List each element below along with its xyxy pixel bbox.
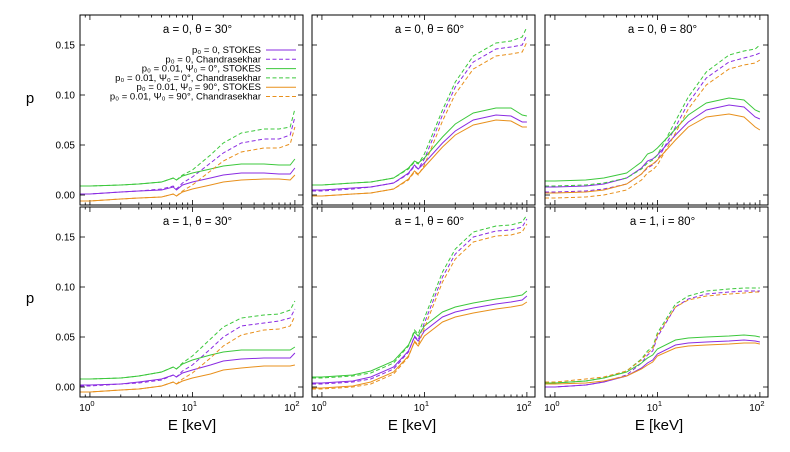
series-line-green-chandrasekhar bbox=[80, 300, 296, 380]
y-tick-label: 0.15 bbox=[56, 233, 76, 244]
y-tick-label: 0.10 bbox=[56, 283, 76, 294]
x-tick-label: 100 bbox=[79, 399, 94, 414]
panel-6: 100 101 102 a = 1, i = 80° bbox=[544, 206, 769, 414]
series-line-purple-chandrasekhar bbox=[312, 218, 528, 385]
panel-title: a = 1, θ = 60° bbox=[395, 216, 464, 228]
panel-4: 0.00 0.05 0.10 0.15 100 101 102 a = 1, θ = 30° bbox=[56, 206, 304, 414]
x-axis-label-3: E [keV] bbox=[635, 417, 683, 434]
series-line-orange-stokes bbox=[545, 342, 761, 385]
series-line-orange-chandrasekhar bbox=[545, 291, 760, 383]
plot-frame bbox=[79, 206, 304, 398]
x-tick-label: 101 bbox=[647, 399, 662, 414]
series-group bbox=[80, 108, 296, 202]
panels: 0.00 0.05 0.10 0.15 a = 0, θ = 30° p₀ = 0, ST… bbox=[56, 14, 769, 414]
series-line-orange-chandrasekhar bbox=[80, 315, 296, 393]
panel-5: 100 101 102 a = 1, θ = 60° bbox=[311, 206, 536, 414]
series-line-orange-stokes bbox=[80, 364, 296, 393]
series-line-purple-chandrasekhar bbox=[545, 290, 760, 388]
series-line-purple-stokes bbox=[80, 352, 296, 386]
legend-label: p₀ = 0.01, Ψ₀ = 90°, STOKES bbox=[136, 82, 261, 93]
series-line-green-chandrasekhar bbox=[312, 26, 528, 186]
x-tick-label: 102 bbox=[749, 399, 764, 414]
plot-frame bbox=[544, 206, 769, 398]
series-line-green-stokes bbox=[80, 158, 296, 187]
plot-frame bbox=[79, 14, 304, 206]
panel-1: 0.00 0.05 0.10 0.15 a = 0, θ = 30° p₀ = 0, ST… bbox=[56, 14, 304, 206]
x-tick-label: 102 bbox=[516, 399, 531, 414]
x-tick-label: 100 bbox=[311, 399, 326, 414]
series-line-purple-chandrasekhar bbox=[80, 308, 296, 387]
series-group bbox=[312, 214, 528, 390]
panel-title: a = 0, θ = 60° bbox=[395, 24, 464, 36]
panel-3: a = 0, θ = 80° bbox=[544, 14, 769, 206]
panel-2: a = 0, θ = 60° bbox=[311, 14, 536, 206]
series-line-orange-chandrasekhar bbox=[80, 126, 296, 202]
panel-title: a = 1, θ = 30° bbox=[163, 216, 232, 228]
series-line-green-chandrasekhar bbox=[80, 108, 296, 187]
series-group bbox=[80, 300, 296, 393]
y-axis-label-top: p bbox=[26, 90, 34, 107]
series-line-purple-stokes bbox=[545, 104, 761, 188]
legend-label: p₀ = 0.01, Ψ₀ = 90°, Chandrasekhar bbox=[110, 92, 261, 103]
legend-label: p₀ = 0, Chandrasekhar bbox=[165, 54, 261, 65]
plot-frame bbox=[311, 14, 536, 206]
series-line-orange-chandrasekhar bbox=[312, 41, 528, 197]
x-axis-label-1: E [keV] bbox=[168, 417, 216, 434]
series-line-green-chandrasekhar bbox=[545, 287, 760, 384]
series-line-purple-chandrasekhar bbox=[80, 116, 296, 195]
series-line-purple-stokes bbox=[545, 339, 761, 388]
series-line-purple-stokes bbox=[312, 114, 527, 191]
y-tick-label: 0.00 bbox=[56, 383, 76, 394]
panel-title: a = 0, θ = 80° bbox=[628, 24, 697, 36]
x-tick-label: 101 bbox=[414, 399, 429, 414]
series-line-green-stokes bbox=[80, 346, 296, 380]
series-line-orange-chandrasekhar bbox=[545, 59, 761, 199]
series-line-green-stokes bbox=[545, 334, 761, 384]
panel-title: a = 1, i = 80° bbox=[630, 216, 695, 228]
series-line-purple-chandrasekhar bbox=[312, 34, 528, 192]
x-tick-label: 101 bbox=[182, 399, 197, 414]
series-group bbox=[545, 44, 761, 199]
series-line-orange-stokes bbox=[545, 113, 761, 194]
series-line-orange-stokes bbox=[312, 119, 527, 197]
series-line-orange-stokes bbox=[312, 301, 528, 389]
y-tick-label: 0.05 bbox=[56, 141, 76, 152]
x-tick-label: 102 bbox=[284, 399, 299, 414]
series-line-purple-chandrasekhar bbox=[545, 52, 761, 193]
series-line-green-stokes bbox=[312, 290, 528, 378]
panel-title: a = 0, θ = 30° bbox=[163, 24, 232, 36]
series-line-green-chandrasekhar bbox=[312, 214, 528, 379]
series-line-green-chandrasekhar bbox=[545, 44, 761, 187]
series-line-purple-stokes bbox=[80, 167, 296, 195]
y-tick-label: 0.10 bbox=[56, 91, 76, 102]
y-tick-label: 0.00 bbox=[56, 191, 76, 202]
series-group bbox=[545, 287, 761, 388]
series-line-green-stokes bbox=[312, 107, 528, 186]
series-line-orange-stokes bbox=[80, 174, 296, 202]
legend-label: p₀ = 0, STOKES bbox=[192, 45, 261, 56]
y-axis-label-bottom: p bbox=[26, 290, 34, 307]
y-tick-label: 0.05 bbox=[56, 333, 76, 344]
y-tick-label: 0.15 bbox=[56, 41, 76, 52]
series-line-orange-chandrasekhar bbox=[312, 223, 528, 390]
x-tick-label: 100 bbox=[544, 399, 559, 414]
plot-frame bbox=[544, 14, 769, 206]
series-group bbox=[312, 26, 528, 197]
legend-label: p₀ = 0.01, Ψ₀ = 0°, Chandrasekhar bbox=[115, 73, 261, 84]
x-axis-label-2: E [keV] bbox=[388, 417, 436, 434]
plot-frame bbox=[311, 206, 536, 398]
legend-label: p₀ = 0.01, Ψ₀ = 0°, STOKES bbox=[142, 64, 261, 75]
series-line-green-stokes bbox=[545, 97, 761, 182]
